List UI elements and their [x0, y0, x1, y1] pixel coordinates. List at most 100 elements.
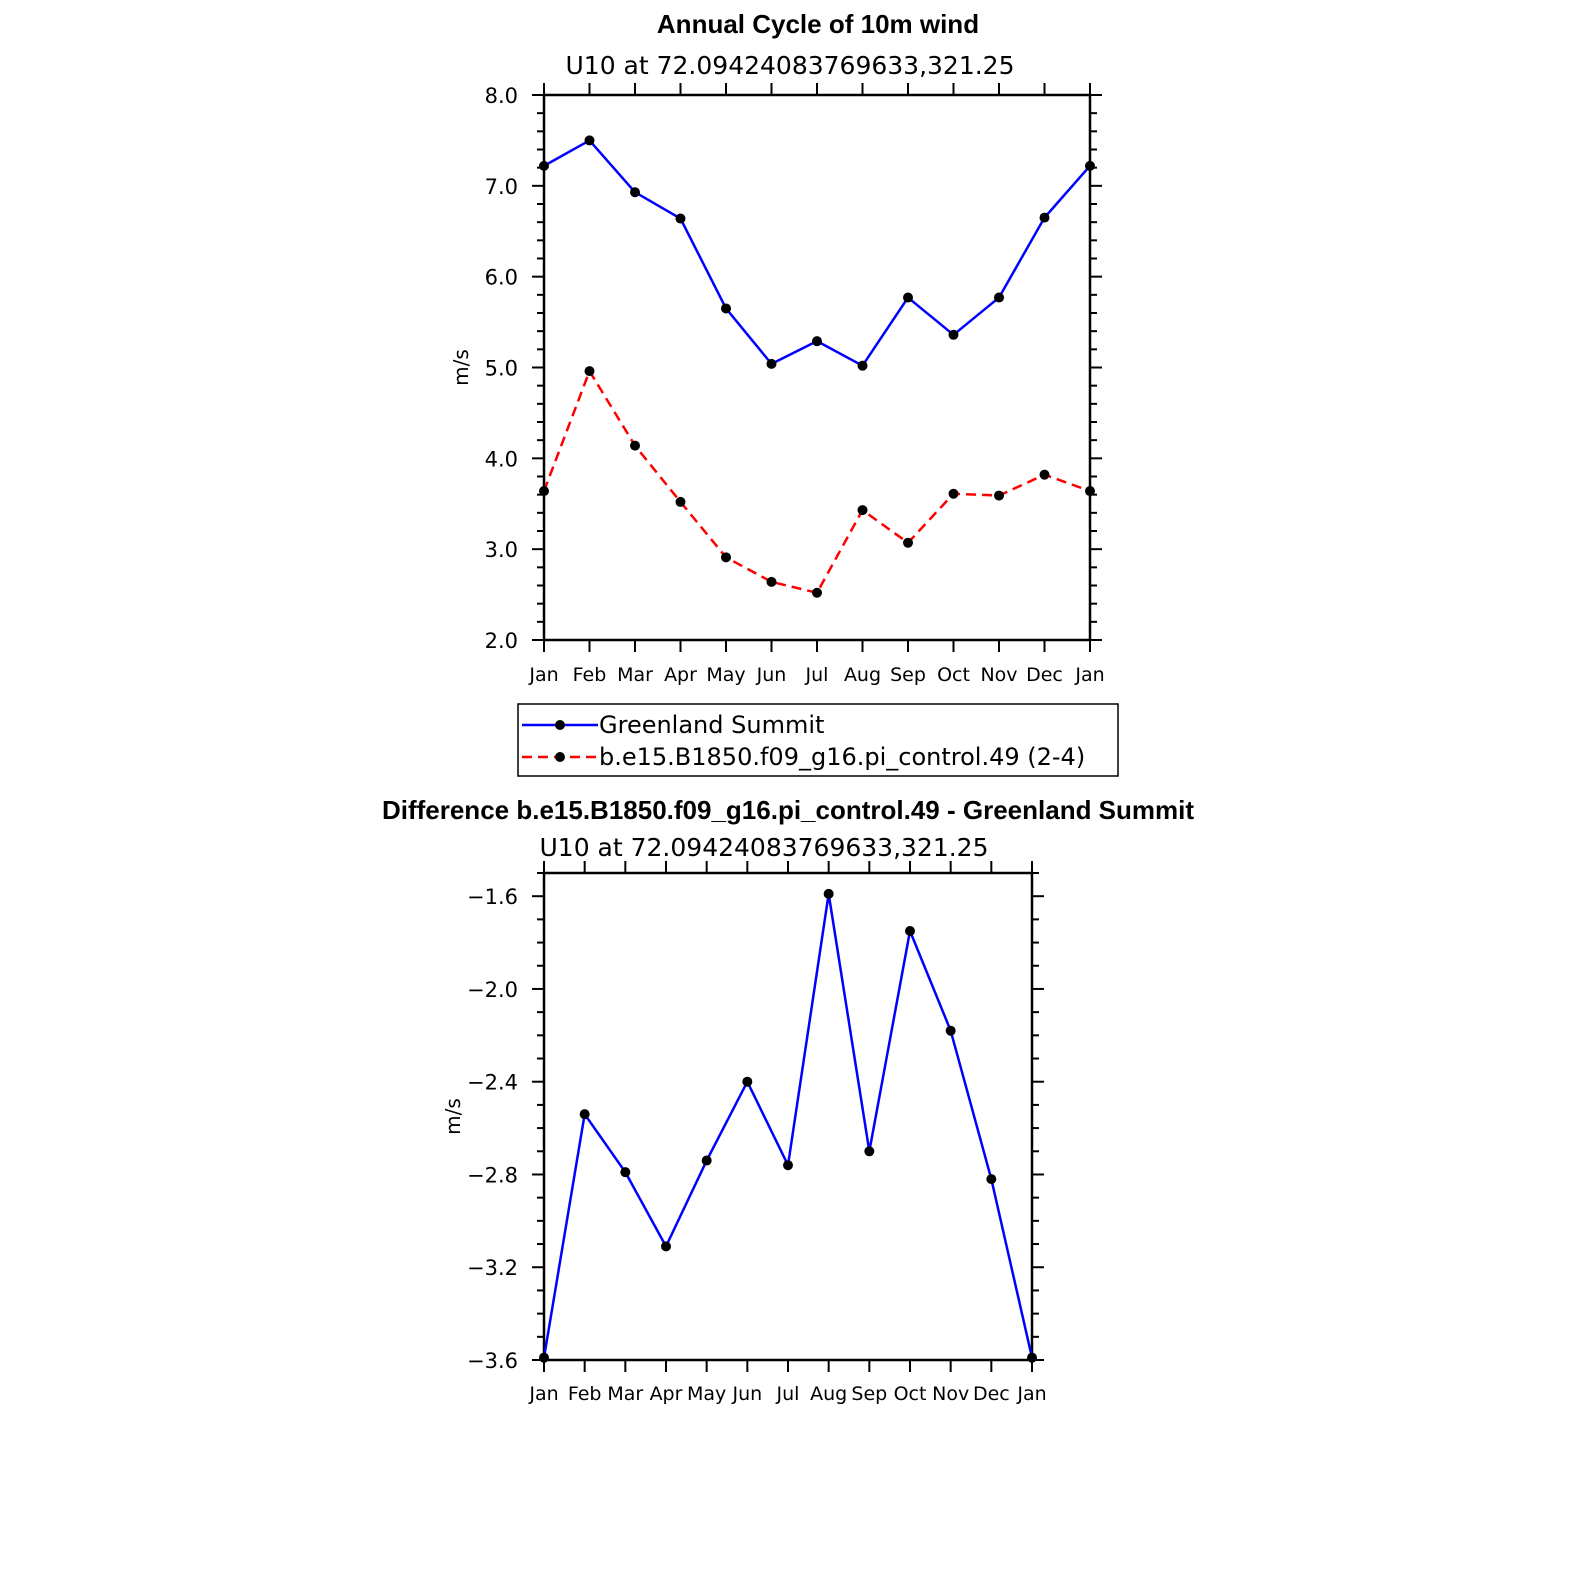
chart2-xtick-label: Oct	[894, 1383, 927, 1405]
chart2-series-0-point	[986, 1174, 997, 1185]
chart1-series-0-point	[857, 360, 868, 371]
chart1-series-1-point	[675, 496, 686, 507]
chart2-series-0-point	[539, 1352, 549, 1363]
chart1-series-0-point	[812, 336, 822, 347]
chart1-series-1-point	[994, 490, 1004, 501]
chart1-series-1	[539, 366, 1095, 598]
chart2-xtick-label: Sep	[851, 1383, 887, 1405]
legend-box	[517, 703, 1119, 777]
chart2-series-0	[539, 888, 1037, 1363]
chart1-ytick-label: 6.0	[485, 266, 518, 290]
chart1-series-0-point	[1039, 212, 1050, 223]
chart1-series-1-point	[948, 488, 959, 499]
chart1-ytick-label: 3.0	[485, 538, 518, 562]
chart2-series-0-point	[864, 1146, 875, 1157]
chart1-xtick-label: Apr	[664, 664, 697, 686]
chart2-series-0-point	[823, 888, 834, 899]
chart1-series-0-line	[543, 139, 1091, 367]
chart1-series-1-point	[1039, 469, 1050, 480]
chart1-series-1-line	[542, 369, 1091, 595]
chart2-xtick-label: Nov	[932, 1383, 969, 1405]
chart1-xtick-label: Jan	[528, 664, 558, 686]
chart2-series-0-point	[945, 1025, 956, 1036]
chart1-ytick-label: 4.0	[485, 447, 518, 471]
chart2-series-0-point	[620, 1167, 631, 1178]
chart2-xtick-label: Jan	[528, 1383, 558, 1405]
chart1-xtick-label: Feb	[573, 664, 607, 686]
chart2-frame	[542, 871, 1034, 1362]
chart1-series-1-point	[1085, 486, 1095, 497]
chart1-series-0-point	[584, 135, 595, 146]
legend-label-model: b.e15.B1850.f09_g16.pi_control.49 (2-4)	[599, 743, 1085, 771]
chart1-series-0-point	[1085, 160, 1095, 171]
chart1-xtick-label: Nov	[980, 664, 1017, 686]
chart1-series-0	[539, 135, 1095, 371]
chart1-series-0-point	[675, 213, 686, 224]
chart1-series-0-point	[948, 329, 959, 340]
chart2-xtick-label: Jan	[1016, 1383, 1046, 1405]
chart2-ytick-label: −2.4	[467, 1071, 518, 1095]
chart1-series-0-point	[903, 292, 913, 303]
chart2-series-0-line	[542, 892, 1034, 1358]
chart1-ytick-label: 5.0	[485, 357, 518, 381]
chart1-title: Annual Cycle of 10m wind	[657, 9, 979, 39]
chart1-xtick-label: Oct	[937, 664, 970, 686]
chart2-series-0-point	[783, 1160, 793, 1171]
chart1-xtick-label: Jan	[1074, 664, 1104, 686]
chart2-xtick-label: Feb	[568, 1383, 602, 1405]
chart2-subtitle: U10 at 72.09424083769633,321.25	[540, 833, 989, 862]
chart1-series-1-point	[630, 440, 640, 451]
chart2-ylabel: m/s	[441, 1098, 465, 1135]
chart2-xtick-label: May	[687, 1383, 726, 1405]
chart1-series-1-point	[584, 366, 595, 377]
chart1-subtitle: U10 at 72.09424083769633,321.25	[566, 51, 1015, 80]
chart1-series-0-point	[721, 303, 731, 314]
chart2-series-0-point	[1027, 1352, 1037, 1363]
chart2-series-0-point	[905, 925, 915, 936]
chart2-xtick-label: Jul	[776, 1383, 800, 1405]
chart1-frame	[542, 93, 1092, 642]
chart1-xtick-label: Aug	[844, 664, 881, 686]
legend-marker-greenland	[555, 720, 565, 730]
chart2-xtick-label: Aug	[810, 1383, 847, 1405]
chart1-ylabel: m/s	[449, 349, 473, 386]
chart1-series-1-point	[812, 587, 822, 598]
chart2-xtick-label: Apr	[650, 1383, 683, 1405]
chart1-xtick-label: Mar	[617, 664, 653, 686]
chart2-ytick-label: −1.6	[467, 885, 518, 909]
chart1-legend: Greenland Summit b.e15.B1850.f09_g16.pi_…	[517, 703, 1119, 777]
chart1-ytick-label: 8.0	[485, 84, 518, 108]
chart1-xtick-label: May	[706, 664, 745, 686]
chart1-series-1-point	[857, 505, 868, 516]
chart1-ytick-label: 2.0	[485, 629, 518, 653]
chart1-xtick-label: Dec	[1026, 664, 1063, 686]
chart2-ytick-label: −2.8	[467, 1163, 518, 1187]
chart2-series-0-point	[661, 1241, 671, 1252]
chart1-series-1-point	[766, 576, 777, 587]
chart1-xtick-label: Sep	[890, 664, 926, 686]
chart1-xtick-label: Jun	[756, 664, 787, 686]
chart1-series-1-point	[903, 537, 913, 548]
chart2-series-0-point	[742, 1076, 753, 1087]
chart1-series-1-point	[721, 552, 731, 563]
chart2-xtick-label: Jun	[731, 1383, 762, 1405]
chart2-xtick-label: Mar	[607, 1383, 643, 1405]
chart2-y-axis: −3.6 −3.2 −2.8 −2.4 −2.0 −1.6	[467, 872, 1044, 1373]
chart1-series-0-point	[766, 358, 777, 369]
chart2-xtick-label: Dec	[973, 1383, 1010, 1405]
chart1-series-0-point	[994, 292, 1004, 303]
chart2-series-0-point	[579, 1109, 590, 1120]
legend-marker-model	[555, 752, 565, 762]
chart1-y-axis: 2.0 3.0 4.0 5.0 6.0 7.0 8.0	[485, 84, 1102, 653]
chart1-series-0-point	[539, 160, 549, 171]
chart2-series-0-point	[701, 1155, 712, 1166]
chart1-series-0-point	[630, 187, 640, 198]
chart1-x-axis: Jan Feb Mar Apr May Jun Jul Aug Sep Oct Nov Dec Jan	[528, 83, 1105, 686]
chart2-x-axis: Jan Feb Mar Apr May Jun Jul Aug Sep Oct Nov Dec Jan	[528, 861, 1047, 1405]
chart2-ytick-label: −3.6	[467, 1349, 518, 1373]
chart1-series-1-point	[539, 486, 549, 497]
chart2-ytick-label: −3.2	[467, 1256, 518, 1280]
